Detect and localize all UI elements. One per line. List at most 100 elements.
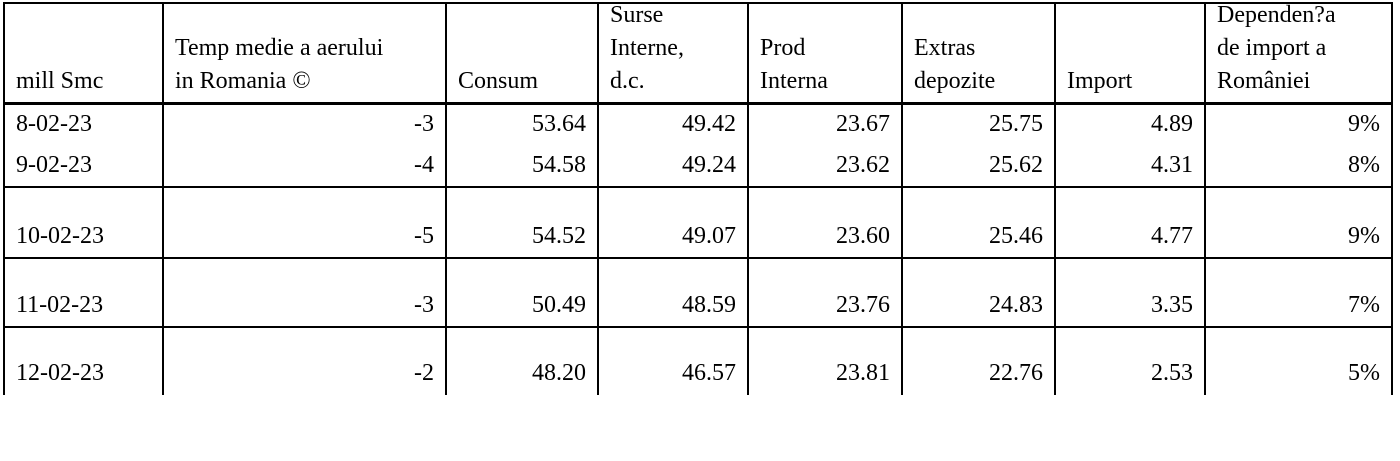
cell-text: 23.67: [836, 111, 890, 137]
table-cell: 9%: [1205, 187, 1392, 258]
header-text: Import: [1067, 68, 1133, 94]
row-border: [4, 2, 1392, 4]
cell-text: 23.76: [836, 292, 890, 318]
row-border: [4, 257, 1392, 259]
cell-text: 50.49: [532, 292, 586, 318]
header-text: mill Smc: [16, 68, 104, 94]
cell-text: 54.58: [532, 152, 586, 178]
cell-text: 53.64: [532, 111, 586, 137]
table-cell: 9%: [1205, 103, 1392, 146]
table-cell: 4.31: [1055, 146, 1205, 187]
column-border: [597, 2, 599, 395]
header-text: Interne,: [610, 35, 684, 61]
cell-text: 49.24: [682, 152, 736, 178]
cell-text: 23.62: [836, 152, 890, 178]
cell-text: 4.77: [1151, 223, 1193, 249]
table-cell: 10-02-23: [4, 187, 163, 258]
cell-text: 11-02-23: [16, 292, 104, 318]
header-text: de import a: [1217, 35, 1327, 61]
cell-text: 10-02-23: [16, 223, 104, 249]
table-cell: 23.76: [748, 258, 902, 327]
table-cell: 49.07: [598, 187, 748, 258]
header-text: depozite: [914, 68, 996, 94]
cell-text: 23.81: [836, 360, 890, 386]
table-cell: -3: [163, 103, 446, 146]
table-cell: 23.81: [748, 327, 902, 395]
table-cell: -2: [163, 327, 446, 395]
cell-text: -2: [414, 360, 434, 386]
cell-text: -3: [414, 111, 434, 137]
cell-text: 9-02-23: [16, 152, 92, 178]
table-cell: 48.20: [446, 327, 598, 395]
cell-text: 46.57: [682, 360, 736, 386]
header-cell: mill Smc: [4, 2, 163, 103]
cell-text: 25.46: [989, 223, 1043, 249]
table-cell: 49.42: [598, 103, 748, 146]
cell-text: -4: [414, 152, 434, 178]
header-text: Surse: [610, 2, 664, 28]
header-border: [4, 102, 1392, 105]
cell-text: 25.62: [989, 152, 1043, 178]
cell-text: 12-02-23: [16, 360, 104, 386]
cell-text: 9%: [1348, 223, 1380, 249]
table-cell: 11-02-23: [4, 258, 163, 327]
header-text: Consum: [458, 68, 539, 94]
table-cell: 54.58: [446, 146, 598, 187]
cell-text: 49.07: [682, 223, 736, 249]
table-cell: 54.52: [446, 187, 598, 258]
row-border: [4, 186, 1392, 188]
cell-text: 25.75: [989, 111, 1043, 137]
table-cell: 53.64: [446, 103, 598, 146]
header-text: României: [1217, 68, 1311, 94]
row-border: [4, 326, 1392, 328]
cell-text: 4.31: [1151, 152, 1193, 178]
cell-text: 54.52: [532, 223, 586, 249]
header-cell: Temp medie a aerului in Romania ©: [163, 2, 446, 103]
table-cell: 8%: [1205, 146, 1392, 187]
table-cell: 25.62: [902, 146, 1055, 187]
header-text: Interna: [760, 68, 828, 94]
column-border: [162, 2, 164, 395]
table-cell: -5: [163, 187, 446, 258]
table-cell: 2.53: [1055, 327, 1205, 395]
header-cell: Dependen?a de import a României: [1205, 2, 1392, 103]
cell-text: 48.20: [532, 360, 586, 386]
cell-text: 48.59: [682, 292, 736, 318]
table-cell: 25.46: [902, 187, 1055, 258]
table-cell: 23.60: [748, 187, 902, 258]
header-text: Extras: [914, 35, 976, 61]
header-text: d.c.: [610, 68, 645, 94]
header-cell: Prod Interna: [748, 2, 902, 103]
table-cell: 24.83: [902, 258, 1055, 327]
cell-text: -5: [414, 223, 434, 249]
header-cell: Surse Interne, d.c.: [598, 2, 748, 103]
column-border: [1204, 2, 1206, 395]
table-cell: 4.89: [1055, 103, 1205, 146]
cell-text: 9%: [1348, 111, 1380, 137]
table-cell: 12-02-23: [4, 327, 163, 395]
cell-text: -3: [414, 292, 434, 318]
table-cell: 5%: [1205, 327, 1392, 395]
cell-text: 8%: [1348, 152, 1380, 178]
header-cell: Import: [1055, 2, 1205, 103]
table-cell: 46.57: [598, 327, 748, 395]
header-text: Temp medie a aerului: [175, 35, 384, 61]
cell-text: 5%: [1348, 360, 1380, 386]
table-cell: 25.75: [902, 103, 1055, 146]
table-cell: 50.49: [446, 258, 598, 327]
table-cell: 7%: [1205, 258, 1392, 327]
table-cell: 23.62: [748, 146, 902, 187]
table-cell: -3: [163, 258, 446, 327]
column-border: [3, 2, 5, 395]
cell-text: 2.53: [1151, 360, 1193, 386]
column-border: [747, 2, 749, 395]
table-cell: 9-02-23: [4, 146, 163, 187]
cell-text: 8-02-23: [16, 111, 92, 137]
column-border: [445, 2, 447, 395]
cell-text: 23.60: [836, 223, 890, 249]
header-text: Prod: [760, 35, 806, 61]
table-cell: 49.24: [598, 146, 748, 187]
cell-text: 4.89: [1151, 111, 1193, 137]
column-border: [1391, 2, 1393, 395]
table-cell: 23.67: [748, 103, 902, 146]
